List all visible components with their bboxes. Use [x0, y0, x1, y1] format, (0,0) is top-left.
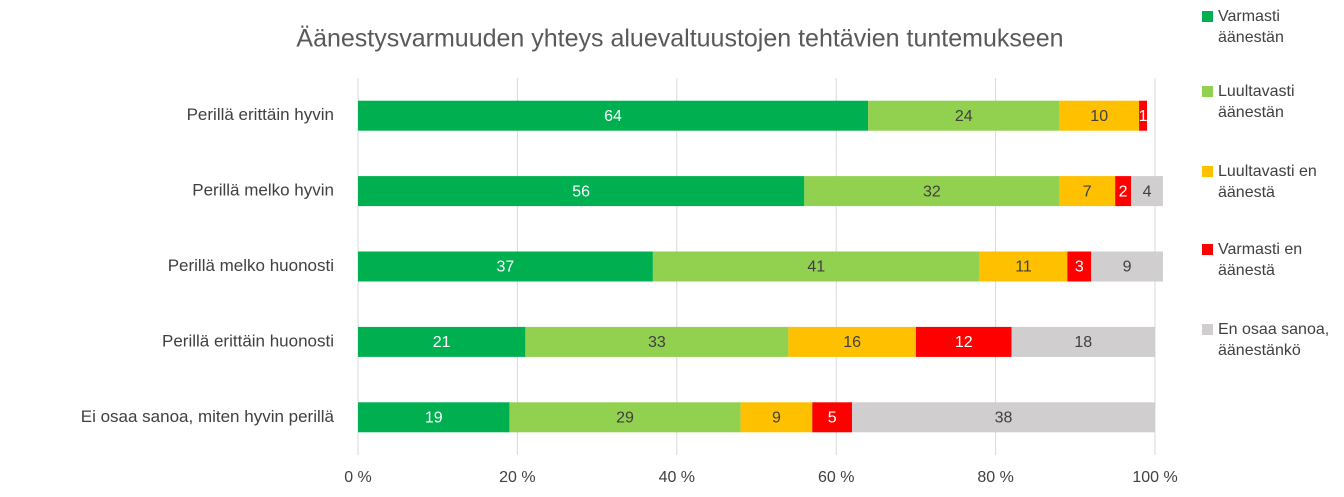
y-tick-label: Perillä melko huonosti: [168, 256, 334, 275]
bar-segment: [804, 176, 1060, 207]
data-label: 37: [497, 259, 515, 276]
bar-segment: [852, 402, 1155, 433]
bar-segment: [525, 326, 789, 357]
bar-segment: [1131, 176, 1163, 207]
bar-segment: [358, 402, 510, 433]
bar-segment: [1115, 176, 1132, 207]
y-tick-label: Perillä erittäin hyvin: [187, 105, 334, 124]
data-label: 2: [1119, 183, 1128, 200]
data-label: 32: [923, 183, 941, 200]
data-label: 10: [1090, 108, 1108, 125]
bar-segment: [1139, 100, 1148, 131]
legend-swatch: [1202, 244, 1213, 255]
data-label: 64: [604, 108, 622, 125]
bar-segment: [652, 251, 980, 282]
bar-segment: [915, 326, 1012, 357]
data-label: 38: [995, 410, 1013, 427]
data-label: 33: [648, 334, 666, 351]
x-tick-label: 20 %: [499, 469, 535, 486]
bar-segment: [740, 402, 813, 433]
data-label: 9: [1123, 259, 1132, 276]
data-label: 3: [1075, 259, 1084, 276]
data-label: 7: [1083, 183, 1092, 200]
legend-swatch: [1202, 166, 1213, 177]
bar-segment: [358, 251, 653, 282]
x-tick-label: 80 %: [977, 469, 1013, 486]
legend-item: Varmasti äänestän: [1200, 6, 1340, 48]
data-label: 4: [1143, 183, 1152, 200]
bar-segment: [1059, 176, 1116, 207]
y-tick-label: Perillä erittäin huonosti: [162, 331, 334, 350]
legend-swatch: [1202, 86, 1213, 97]
y-tick-label: Ei osaa sanoa, miten hyvin perillä: [81, 407, 335, 426]
legend-label: Luultavasti en äänestä: [1218, 163, 1317, 201]
data-label: 9: [772, 410, 781, 427]
legend-label: Luultavasti äänestän: [1218, 83, 1295, 121]
bar-segment: [1091, 251, 1163, 282]
data-label: 29: [616, 410, 634, 427]
bar-segment: [358, 100, 869, 131]
legend-item: En osaa sanoa, äänestänkö: [1200, 319, 1340, 361]
data-label: 24: [955, 108, 973, 125]
bar-segment: [788, 326, 916, 357]
legend-label: En osaa sanoa, äänestänkö: [1218, 321, 1330, 359]
bar-segment: [812, 402, 853, 433]
data-label: 19: [425, 410, 443, 427]
legend-label: Varmasti äänestän: [1218, 8, 1284, 46]
bar-segment: [358, 176, 805, 207]
plot: Äänestysvarmuuden yhteys aluevaltuustoje…: [81, 25, 1178, 487]
bar-segment: [1067, 251, 1092, 282]
legend-label: Varmasti en äänestä: [1218, 241, 1303, 279]
data-label: 16: [843, 334, 861, 351]
bar-segment: [1059, 100, 1140, 131]
bar-segment: [868, 100, 1060, 131]
data-label: 21: [433, 334, 451, 351]
bar-segment: [1011, 326, 1155, 357]
chart-title: Äänestysvarmuuden yhteys aluevaltuustoje…: [296, 25, 1063, 53]
legend-swatch: [1202, 11, 1213, 22]
legend-item: Luultavasti en äänestä: [1200, 161, 1340, 203]
data-label: 41: [807, 259, 825, 276]
data-label: 11: [1015, 259, 1032, 276]
x-tick-label: 100 %: [1132, 469, 1177, 486]
legend-item: Varmasti en äänestä: [1200, 239, 1340, 281]
legend-item: Luultavasti äänestän: [1200, 81, 1340, 123]
data-label: 56: [572, 183, 590, 200]
legend-swatch: [1202, 324, 1213, 335]
bar-segment: [358, 326, 526, 357]
y-tick-label: Perillä melko hyvin: [192, 181, 334, 200]
data-label: 18: [1074, 334, 1092, 351]
data-label: 12: [955, 334, 973, 351]
x-tick-label: 0 %: [344, 469, 372, 486]
bar-segment: [509, 402, 741, 433]
data-label: 1: [1139, 108, 1148, 125]
data-label: 5: [828, 410, 837, 427]
x-tick-label: 60 %: [818, 469, 854, 486]
x-tick-label: 40 %: [659, 469, 695, 486]
bar-segment: [979, 251, 1068, 282]
